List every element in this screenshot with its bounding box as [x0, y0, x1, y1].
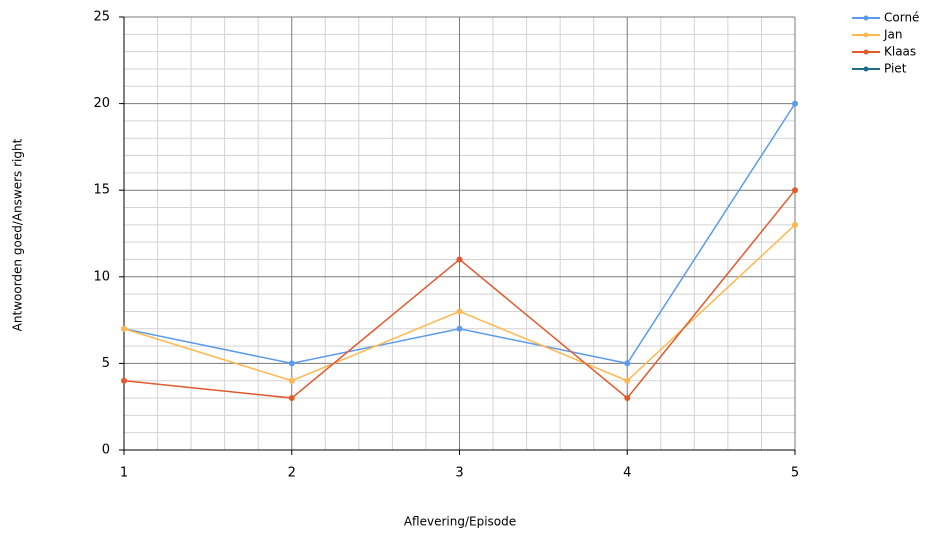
x-axis-title: Aflevering/Episode — [404, 515, 516, 529]
y-tick-label: 25 — [93, 10, 110, 25]
legend-swatch-dot — [863, 49, 869, 55]
data-point — [624, 360, 631, 367]
data-point — [624, 395, 631, 402]
data-point — [792, 221, 798, 228]
x-tick-label: 3 — [455, 466, 463, 481]
legend-label: Klaas — [884, 45, 916, 59]
y-axis-title: Antwoorden goed/Answers right — [11, 138, 25, 331]
legend-label: Corné — [884, 11, 919, 25]
legend-swatch-dot — [863, 66, 869, 72]
y-tick-label: 5 — [102, 356, 110, 371]
data-point — [456, 256, 463, 263]
data-point — [288, 360, 295, 367]
data-point — [121, 377, 127, 384]
data-point — [456, 308, 463, 315]
x-tick-label: 1 — [120, 466, 128, 481]
data-point — [456, 325, 463, 332]
legend-label: Jan — [883, 28, 903, 42]
legend-label: Piet — [884, 62, 907, 76]
x-tick-label: 2 — [288, 466, 296, 481]
data-point — [288, 395, 295, 402]
x-tick-label: 4 — [623, 466, 631, 481]
data-point — [792, 187, 798, 194]
data-point — [792, 100, 798, 107]
y-tick-label: 0 — [102, 443, 110, 458]
y-tick-label: 20 — [93, 96, 110, 111]
data-point — [624, 377, 631, 384]
data-point — [288, 377, 295, 384]
y-tick-label: 10 — [93, 269, 110, 284]
data-point — [121, 325, 127, 332]
legend-swatch-dot — [863, 32, 869, 38]
legend-swatch-dot — [863, 15, 869, 21]
x-tick-label: 5 — [791, 466, 799, 481]
y-tick-label: 15 — [93, 183, 110, 198]
